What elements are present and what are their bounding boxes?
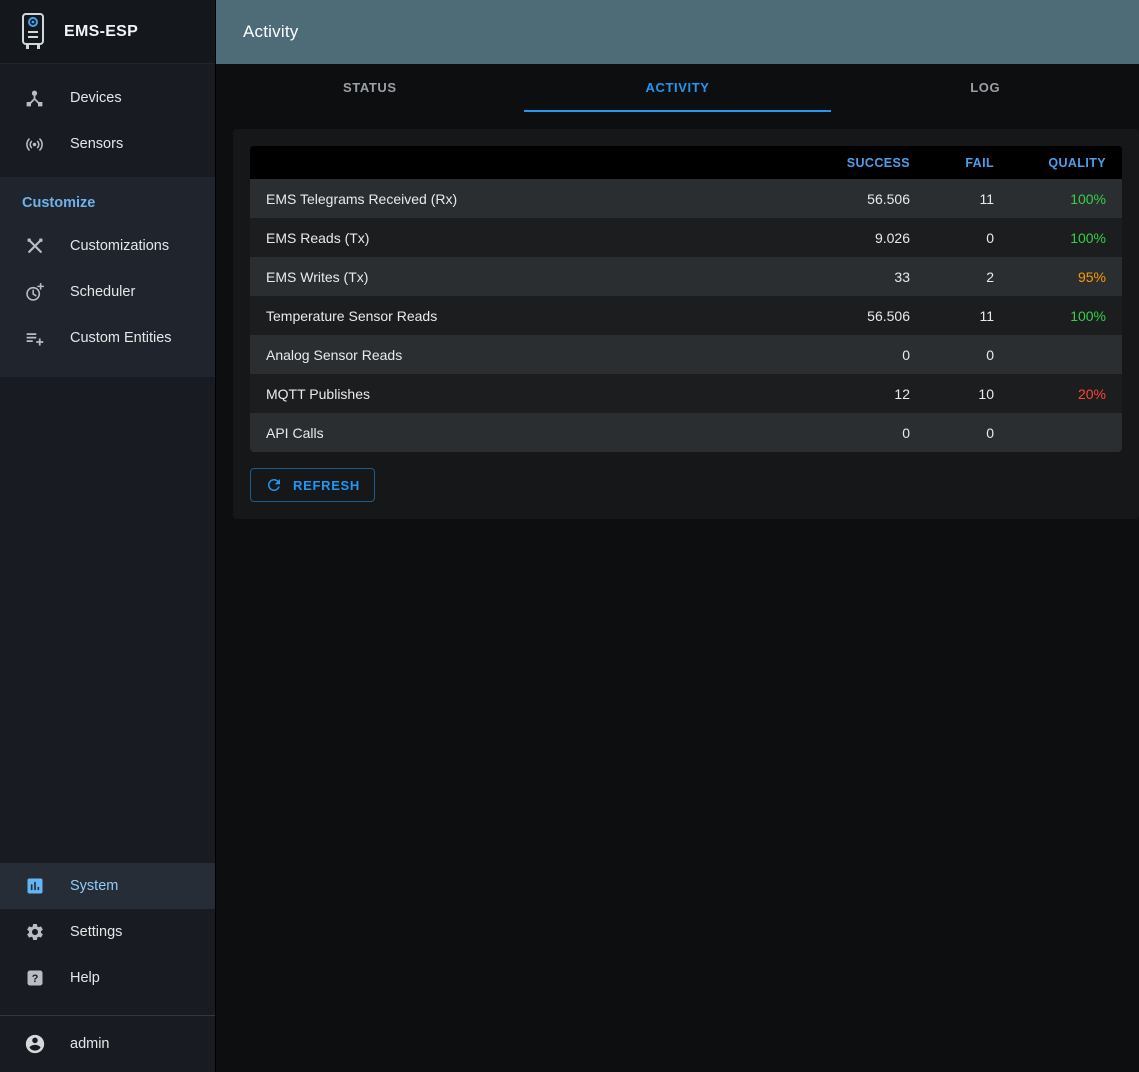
- header-success: SUCCESS: [846, 155, 910, 170]
- sidebar-nav-top: Devices Sensors: [0, 64, 215, 167]
- refresh-icon: [268, 479, 280, 491]
- construction-icon: [24, 236, 45, 257]
- row-success: 12: [894, 385, 910, 402]
- app-logo-icon: [16, 10, 50, 54]
- row-fail: 0: [986, 346, 994, 363]
- row-fail: 0: [986, 424, 994, 441]
- row-name: EMS Reads (Tx): [266, 229, 370, 246]
- row-name: Analog Sensor Reads: [266, 346, 403, 363]
- sidebar-item-label: Settings: [70, 924, 123, 940]
- row-success: 56.506: [867, 307, 910, 324]
- table-header-row: SUCCESS FAIL QUALITY: [250, 146, 1122, 179]
- row-fail: 2: [986, 268, 994, 285]
- help-icon: ?: [24, 968, 45, 989]
- playlist-add-icon: [24, 328, 45, 349]
- table-row: EMS Telegrams Received (Rx) 56.506 11 10…: [250, 179, 1122, 218]
- row-quality: 100%: [1070, 229, 1106, 246]
- row-success: 0: [902, 424, 910, 441]
- svg-text:?: ?: [31, 973, 38, 985]
- account-circle-icon: [24, 1033, 46, 1055]
- table-row: Analog Sensor Reads 0 0: [250, 335, 1122, 374]
- sidebar-nav-bottom: System Settings ? Help: [0, 863, 215, 1001]
- topbar: Activity: [216, 0, 1139, 64]
- sidebar-item-label: Scheduler: [70, 284, 136, 300]
- refresh-button-label: REFRESH: [293, 477, 361, 493]
- sidebar-item-label: System: [70, 878, 119, 894]
- activity-panel: SUCCESS FAIL QUALITY EMS Telegrams Recei…: [233, 129, 1139, 519]
- app-title: EMS-ESP: [64, 22, 139, 40]
- row-fail: 0: [986, 229, 994, 246]
- table-row: MQTT Publishes 12 10 20%: [250, 374, 1122, 413]
- row-name: EMS Writes (Tx): [266, 268, 369, 285]
- row-success: 33: [894, 268, 910, 285]
- sidebar-user-admin[interactable]: admin: [0, 1016, 215, 1072]
- activity-table: SUCCESS FAIL QUALITY EMS Telegrams Recei…: [250, 146, 1122, 452]
- row-name: EMS Telegrams Received (Rx): [266, 190, 458, 207]
- analytics-icon: [24, 876, 45, 897]
- sidebar-item-label: Devices: [70, 90, 122, 106]
- sidebar-item-devices[interactable]: Devices: [0, 75, 215, 121]
- sidebar-item-label: Sensors: [70, 136, 124, 152]
- row-name: API Calls: [266, 424, 324, 441]
- header-fail: FAIL: [965, 155, 994, 170]
- sidebar: EMS-ESP Devices Sensors Customize: [0, 0, 216, 1072]
- header-quality: QUALITY: [1048, 155, 1106, 170]
- device-hub-icon: [24, 88, 45, 109]
- sidebar-item-sensors[interactable]: Sensors: [0, 121, 215, 167]
- page-title: Activity: [243, 22, 299, 41]
- sidebar-spacer: [0, 377, 215, 863]
- tabbar: STATUS ACTIVITY LOG: [216, 64, 1139, 112]
- table-row: Temperature Sensor Reads 56.506 11 100%: [250, 296, 1122, 335]
- sidebar-item-help[interactable]: ? Help: [0, 955, 215, 1001]
- row-success: 56.506: [867, 190, 910, 207]
- row-quality: 95%: [1077, 268, 1106, 285]
- sidebar-customize-section: Customize Customizations Scheduler: [0, 177, 215, 377]
- sidebar-item-label: Customizations: [70, 238, 170, 254]
- sidebar-item-customizations[interactable]: Customizations: [0, 223, 215, 269]
- sidebar-item-label: Help: [70, 970, 100, 986]
- row-name: MQTT Publishes: [266, 385, 370, 402]
- row-name: Temperature Sensor Reads: [266, 307, 438, 324]
- sensors-icon: [24, 134, 45, 155]
- row-fail: 10: [978, 385, 994, 402]
- row-success: 0: [902, 346, 910, 363]
- row-quality: 100%: [1070, 190, 1106, 207]
- row-quality: 20%: [1077, 385, 1106, 402]
- clock-plus-icon: [24, 282, 45, 303]
- gear-icon: [24, 922, 45, 943]
- sidebar-item-custom-entities[interactable]: Custom Entities: [0, 315, 215, 361]
- table-row: EMS Writes (Tx) 33 2 95%: [250, 257, 1122, 296]
- sidebar-item-scheduler[interactable]: Scheduler: [0, 269, 215, 315]
- sidebar-item-system[interactable]: System: [0, 863, 215, 909]
- tab-log[interactable]: LOG: [970, 79, 1001, 95]
- app-header: EMS-ESP: [0, 0, 215, 64]
- main-area: Activity STATUS ACTIVITY LOG SUCCESS FAI…: [216, 0, 1139, 1072]
- sidebar-divider: [0, 1015, 215, 1016]
- tab-status[interactable]: STATUS: [343, 79, 397, 95]
- row-fail: 11: [979, 307, 994, 324]
- sidebar-item-settings[interactable]: Settings: [0, 909, 215, 955]
- table-row: EMS Reads (Tx) 9.026 0 100%: [250, 218, 1122, 257]
- user-label: admin: [70, 1036, 110, 1052]
- row-success: 9.026: [874, 229, 910, 246]
- sidebar-item-label: Custom Entities: [70, 330, 172, 346]
- table-row: API Calls 0 0: [250, 413, 1122, 452]
- row-fail: 11: [979, 190, 994, 207]
- refresh-button[interactable]: REFRESH: [250, 468, 376, 502]
- customize-section-label: Customize: [22, 195, 96, 211]
- tab-activity[interactable]: ACTIVITY: [523, 64, 832, 112]
- row-quality: 100%: [1070, 307, 1106, 324]
